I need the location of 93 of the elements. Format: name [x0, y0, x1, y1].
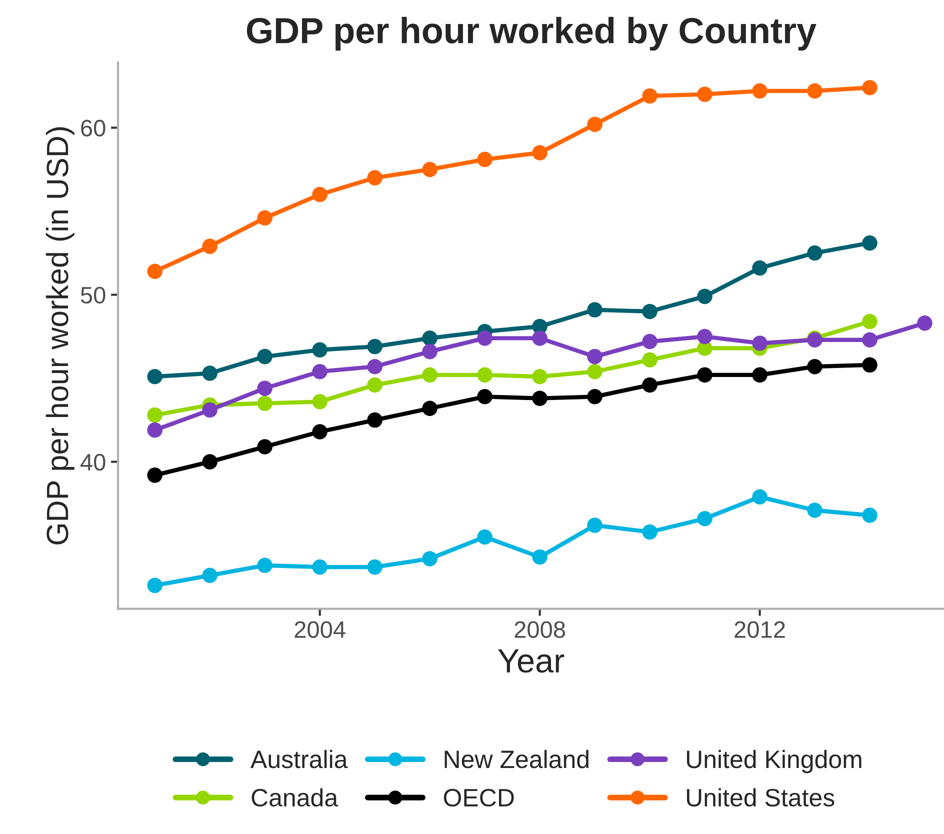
legend-label: New Zealand: [444, 750, 588, 768]
point: [367, 358, 382, 374]
point: [477, 389, 492, 404]
point: [532, 390, 548, 406]
point: [312, 186, 328, 202]
chart-title: GDP per hour worked by Country: [246, 16, 816, 51]
point: [257, 439, 272, 454]
legend-label: United States: [686, 788, 834, 807]
point: [752, 489, 768, 505]
point: [367, 377, 382, 393]
point: [807, 83, 822, 99]
point: [587, 116, 602, 132]
point: [532, 145, 548, 160]
point: [367, 412, 382, 428]
point: [477, 367, 492, 383]
point: [532, 330, 548, 346]
point: [862, 80, 878, 96]
point: [917, 316, 932, 331]
point: [422, 330, 438, 346]
point: [202, 366, 218, 381]
point: [697, 288, 712, 304]
legend-label: Australia: [250, 750, 348, 768]
point: [147, 422, 162, 438]
point: [202, 402, 218, 418]
point: [587, 518, 602, 533]
point: [642, 377, 658, 393]
point: [147, 264, 162, 280]
y-tick-label: 40: [80, 454, 106, 471]
point: [312, 394, 328, 410]
point: [752, 260, 768, 276]
y-tick-label: 50: [80, 286, 106, 304]
point: [367, 338, 382, 354]
point: [587, 302, 602, 318]
point: [532, 549, 548, 565]
point: [422, 551, 438, 566]
point: [642, 88, 658, 104]
point: [752, 367, 768, 383]
point: [147, 368, 162, 384]
point: [807, 245, 822, 261]
point: [147, 578, 162, 594]
point: [477, 152, 492, 168]
point: [862, 235, 878, 251]
point: [862, 357, 878, 373]
point: [312, 424, 328, 440]
point: [257, 348, 272, 364]
point: [587, 364, 602, 380]
point: [312, 364, 328, 380]
legend-label: OECD: [444, 788, 514, 807]
point: [257, 396, 272, 411]
y-tick-label: 60: [81, 120, 106, 136]
point: [697, 86, 712, 102]
point: [532, 368, 548, 384]
point: [587, 389, 602, 404]
point: [202, 238, 218, 254]
point: [312, 559, 328, 575]
point: [257, 210, 272, 226]
point: [752, 83, 768, 99]
point: [257, 558, 272, 574]
x-tick-label: 2004: [294, 621, 346, 638]
point: [477, 330, 492, 346]
point: [697, 510, 712, 526]
point: [862, 332, 878, 348]
point: [642, 352, 658, 368]
point: [642, 524, 658, 540]
point: [422, 400, 438, 416]
point: [477, 529, 492, 545]
point: [642, 334, 658, 350]
point: [862, 314, 878, 330]
point: [367, 559, 382, 575]
point: [807, 358, 822, 374]
y-axis-title: GDP per hour worked (in USD): [46, 127, 74, 544]
point: [422, 162, 438, 178]
point: [202, 568, 218, 584]
point: [697, 328, 712, 344]
point: [312, 342, 328, 358]
point: [642, 304, 658, 320]
x-tick-label: 2008: [514, 621, 566, 638]
point: [367, 170, 382, 186]
point: [257, 380, 272, 396]
point: [147, 468, 162, 483]
x-tick-label: 2012: [734, 621, 785, 638]
point: [422, 344, 438, 360]
point: [587, 348, 602, 364]
point: [752, 336, 768, 351]
point: [147, 407, 162, 423]
point: [422, 367, 438, 383]
legend-label: United Kingdom: [686, 750, 862, 774]
point: [697, 367, 712, 383]
legend-label: Canada: [252, 788, 338, 807]
point: [807, 502, 822, 518]
point: [862, 508, 878, 523]
point: [202, 454, 218, 470]
x-axis-title: Year: [498, 649, 564, 673]
